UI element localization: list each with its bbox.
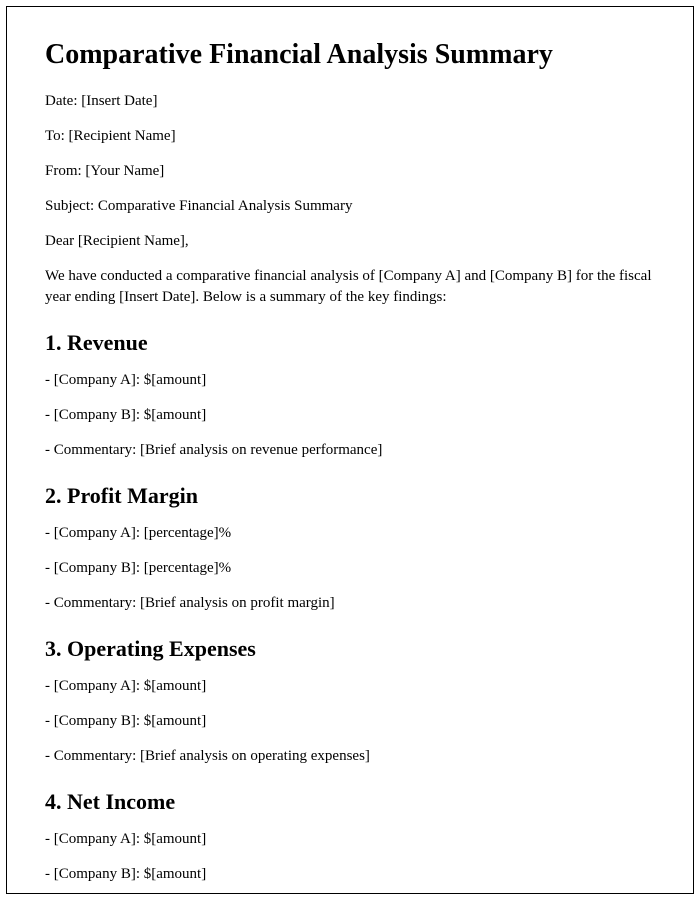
revenue-company-a: - [Company A]: $[amount] [45,370,655,391]
revenue-company-b: - [Company B]: $[amount] [45,405,655,426]
section-heading-net-income: 4. Net Income [45,789,655,815]
profit-margin-company-b: - [Company B]: [percentage]% [45,558,655,579]
profit-margin-commentary: - Commentary: [Brief analysis on profit … [45,593,655,614]
document-title: Comparative Financial Analysis Summary [45,39,655,71]
section-heading-revenue: 1. Revenue [45,330,655,356]
section-heading-operating-expenses: 3. Operating Expenses [45,636,655,662]
opex-commentary: - Commentary: [Brief analysis on operati… [45,746,655,767]
opex-company-a: - [Company A]: $[amount] [45,676,655,697]
net-income-company-b: - [Company B]: $[amount] [45,864,655,885]
salutation: Dear [Recipient Name], [45,231,655,252]
meta-subject: Subject: Comparative Financial Analysis … [45,196,655,217]
profit-margin-company-a: - [Company A]: [percentage]% [45,523,655,544]
opex-company-b: - [Company B]: $[amount] [45,711,655,732]
meta-from: From: [Your Name] [45,161,655,182]
document-page: Comparative Financial Analysis Summary D… [6,6,694,894]
intro-paragraph: We have conducted a comparative financia… [45,266,655,308]
section-heading-profit-margin: 2. Profit Margin [45,483,655,509]
meta-to: To: [Recipient Name] [45,126,655,147]
net-income-company-a: - [Company A]: $[amount] [45,829,655,850]
revenue-commentary: - Commentary: [Brief analysis on revenue… [45,440,655,461]
meta-date: Date: [Insert Date] [45,91,655,112]
